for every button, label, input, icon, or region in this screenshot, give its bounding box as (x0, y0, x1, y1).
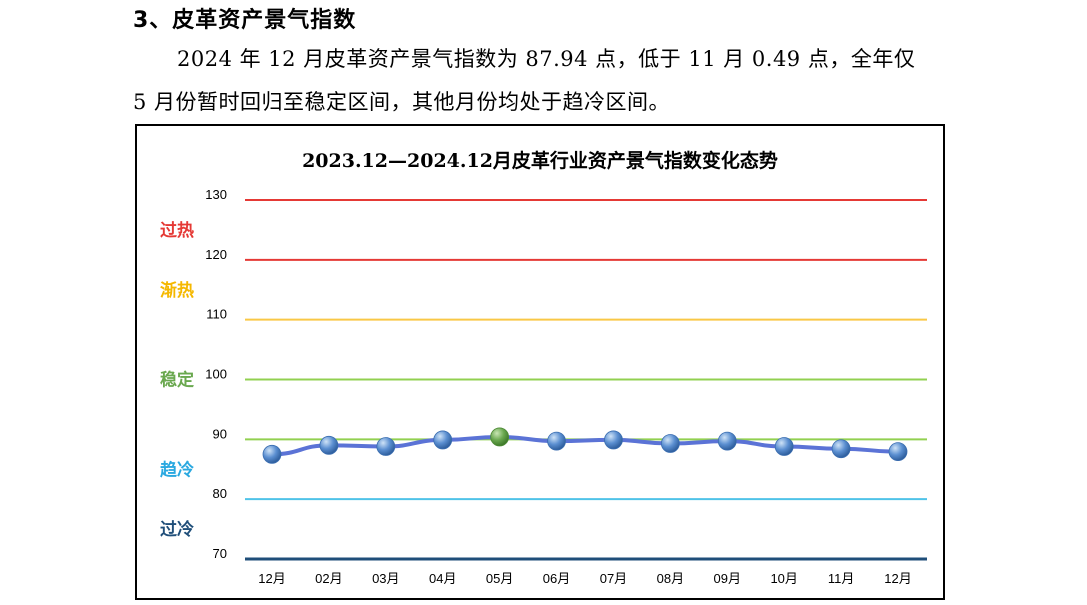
y-tick-label: 130 (205, 187, 227, 202)
x-tick-label: 06月 (543, 571, 570, 586)
paragraph-line-1: 2024 年 12 月皮革资产景气指数为 87.94 点，低于 11 月 0.4… (177, 47, 916, 71)
x-tick-label: 08月 (657, 571, 684, 586)
x-tick-label: 12月 (884, 571, 911, 586)
chart-svg: 70 80 90 100 110 120 130 12月 02月 03月 04月 05月 06月 07月… (160, 187, 927, 586)
x-tick-label: 10月 (770, 571, 797, 586)
data-point (490, 427, 510, 447)
data-point (831, 439, 851, 459)
data-point (717, 431, 737, 451)
paragraph-line-2: 5 月份暂时回归至稳定区间，其他月份均处于趋冷区间。 (133, 90, 671, 114)
y-tick-label: 100 (205, 367, 227, 382)
data-point (660, 434, 680, 453)
chart-frame: 2023.12—2024.12月皮革行业资产景气指数变化态势 70 80 90 100… (135, 124, 945, 600)
zone-label: 趋冷 (160, 459, 194, 480)
zone-label: 过冷 (160, 519, 194, 540)
data-point (604, 430, 623, 450)
x-tick-label: 02月 (315, 571, 342, 586)
section-heading: 3、皮革资产景气指数 (133, 8, 357, 33)
x-tick-label: 03月 (372, 571, 399, 586)
data-point (774, 437, 794, 456)
data-point (547, 431, 566, 451)
y-tick-label: 90 (213, 426, 227, 441)
y-tick-label: 80 (213, 486, 227, 501)
data-point (262, 444, 282, 464)
data-point (433, 430, 453, 450)
data-point (376, 437, 396, 456)
zone-label: 稳定 (160, 370, 194, 391)
x-tick-label: 04月 (429, 571, 456, 586)
zone-label: 渐热 (160, 280, 194, 301)
chart-title: 2023.12—2024.12月皮革行业资产景气指数变化态势 (302, 150, 778, 172)
x-tick-label: 11月 (828, 571, 855, 586)
x-tick-label: 05月 (486, 571, 513, 586)
x-tick-label: 12月 (258, 571, 285, 586)
x-tick-label: 09月 (714, 571, 741, 586)
x-tick-label: 07月 (600, 571, 627, 586)
zone-label: 过热 (160, 220, 194, 241)
y-tick-label: 120 (205, 247, 227, 262)
y-tick-label: 70 (213, 546, 227, 561)
data-point (888, 442, 908, 462)
data-point (319, 435, 339, 455)
y-tick-label: 110 (206, 307, 227, 322)
